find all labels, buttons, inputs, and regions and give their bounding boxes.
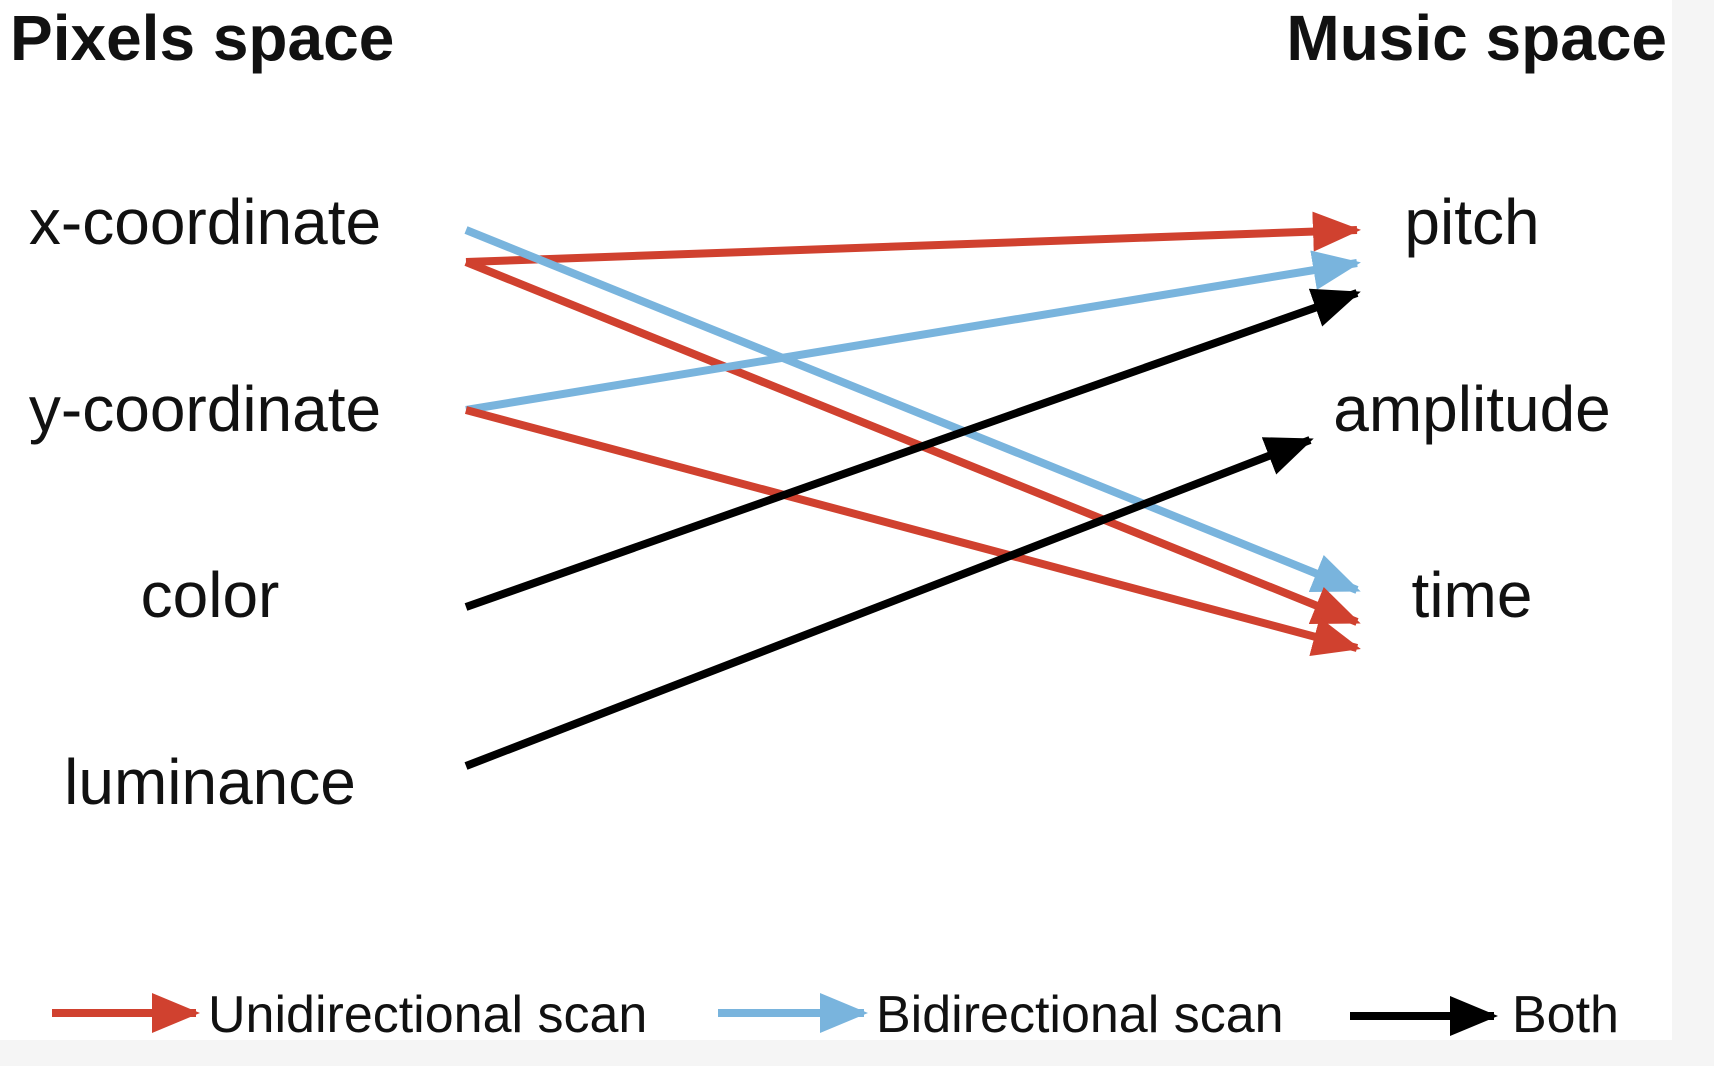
node-x-coordinate: x-coordinate <box>29 186 381 258</box>
arrow-y-coordinate-to-pitch <box>465 250 1361 414</box>
legend-label-both: Both <box>1512 986 1619 1044</box>
node-time: time <box>1412 559 1533 631</box>
legend: Unidirectional scan Bidirectional scan B… <box>52 986 1619 1044</box>
legend-label-bidirectional: Bidirectional scan <box>876 986 1284 1044</box>
pixels-space-title: Pixels space <box>10 2 394 74</box>
node-pitch: pitch <box>1404 186 1539 258</box>
arrow-x-coordinate-to-time-unidirectional <box>464 258 1361 626</box>
music-space-title: Music space <box>1286 2 1667 74</box>
node-amplitude: amplitude <box>1333 373 1611 445</box>
arrow-x-coordinate-to-time-bidirectional <box>464 226 1361 594</box>
node-luminance: luminance <box>64 746 356 818</box>
legend-label-unidirectional: Unidirectional scan <box>208 986 647 1044</box>
node-y-coordinate: y-coordinate <box>29 373 381 445</box>
arrow-y-coordinate-to-time <box>464 406 1361 656</box>
arrow-luminance-to-amplitude <box>464 436 1314 770</box>
node-color: color <box>141 559 280 631</box>
mapping-arrows <box>464 211 1361 770</box>
arrow-color-to-pitch <box>464 288 1361 611</box>
frame-edge-bottom <box>0 1040 1714 1066</box>
arrow-x-coordinate-to-pitch <box>465 211 1361 266</box>
frame-edge-right <box>1672 0 1714 1066</box>
